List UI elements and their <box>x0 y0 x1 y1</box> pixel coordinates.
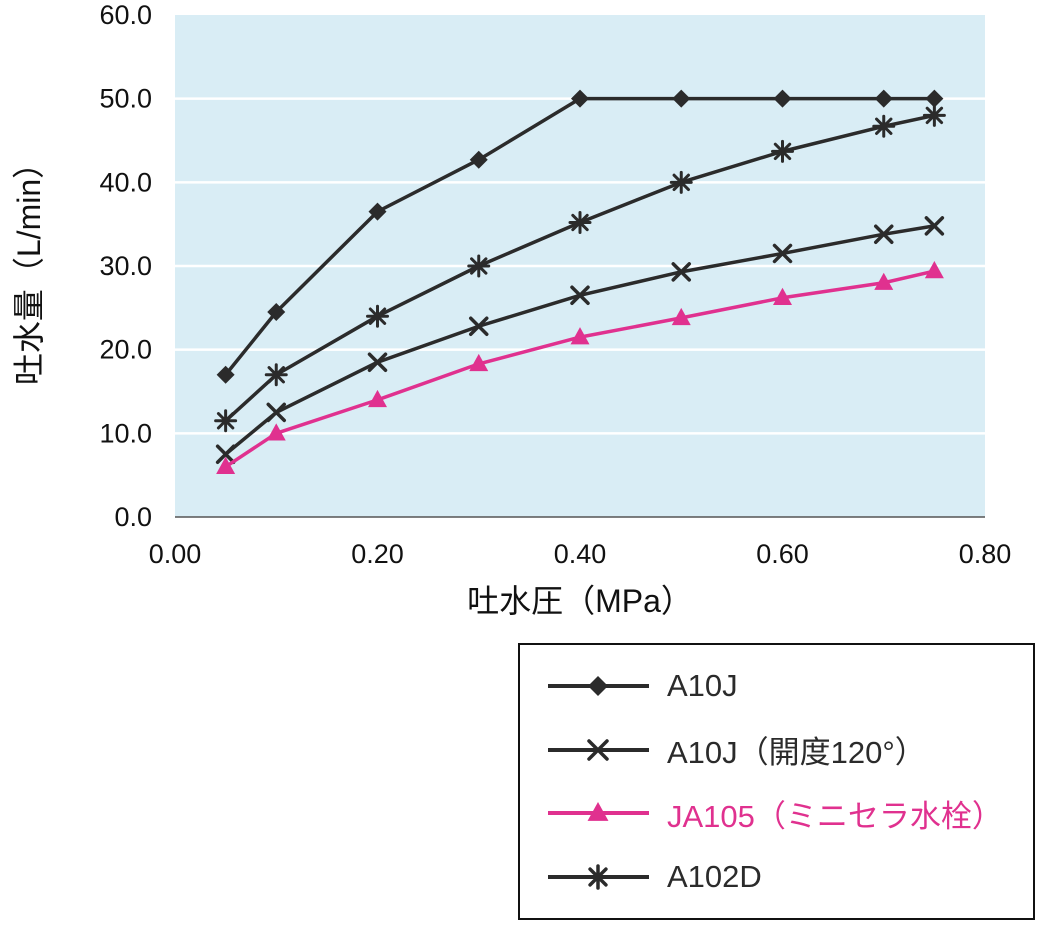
flow-chart-svg: 0.0 10.0 20.0 30.0 40.0 50.0 60.0 0.00 0.20 0.40 0… <box>11 0 1012 619</box>
chart-legend: A10J A10J（開度120°） JA105（ミニセラ水栓） A102D <box>518 643 1035 920</box>
diamond-marker-icon <box>588 676 608 697</box>
x-marker-icon <box>671 262 691 282</box>
x-series-swatch-icon <box>548 738 649 761</box>
legend-label-ja105: JA105（ミニセラ水栓） <box>667 798 1003 834</box>
asterisk-marker-icon <box>922 103 946 127</box>
diamond-marker-icon <box>267 303 286 322</box>
legend-label-a102d: A102D <box>667 858 762 894</box>
y-tick-label: 40.0 <box>99 167 152 197</box>
asterisk-marker-icon <box>366 304 389 328</box>
triangle-marker-icon <box>924 261 944 279</box>
triangle-marker-icon <box>216 456 236 474</box>
legend-item-a10j-120: A10J（開度120°） <box>546 727 1033 772</box>
x-marker-icon <box>215 444 236 464</box>
asterisk-marker-icon <box>771 139 794 163</box>
y-tick-label: 0.0 <box>114 502 152 532</box>
diamond-marker-icon <box>368 202 387 221</box>
x-tick-label: 0.60 <box>756 539 809 569</box>
triangle-marker-icon <box>469 353 489 372</box>
triangle-marker-icon <box>570 327 590 345</box>
asterisk-marker-icon <box>467 254 491 278</box>
legend-item-a102d: A102D <box>546 855 1033 899</box>
x-marker-icon <box>587 738 609 761</box>
legend-item-a10j: A10J <box>546 664 1033 708</box>
diamond-marker-icon <box>571 89 589 108</box>
asterisk-marker-icon <box>585 863 611 890</box>
triangle-marker-icon <box>368 389 387 408</box>
x-marker-icon <box>874 224 894 244</box>
legend-label-a10j-120: A10J（開度120°） <box>667 735 926 771</box>
diamond-marker-icon <box>216 365 235 384</box>
x-marker-icon <box>266 402 286 423</box>
asterisk-marker-icon <box>872 114 896 138</box>
x-tick-label: 0.40 <box>554 539 607 569</box>
triangle-marker-icon <box>266 423 286 441</box>
x-marker-icon <box>772 243 793 264</box>
y-tick-label: 20.0 <box>99 335 152 365</box>
asterisk-series-swatch-icon <box>548 863 649 890</box>
y-tick-label: 30.0 <box>99 251 152 281</box>
triangle-marker-icon <box>671 307 691 326</box>
x-marker-icon <box>570 285 590 306</box>
diamond-series-swatch-icon <box>548 676 649 697</box>
x-tick-label: 0.20 <box>351 539 404 569</box>
triangle-series-swatch-icon <box>548 802 649 822</box>
asterisk-marker-icon <box>214 409 238 433</box>
legend-item-ja105: JA105（ミニセラ水栓） <box>546 791 1033 836</box>
triangle-marker-icon <box>587 802 609 822</box>
x-marker-icon <box>469 316 489 336</box>
asterisk-marker-icon <box>264 363 288 387</box>
diamond-marker-icon <box>469 150 488 169</box>
legend-label-a10j: A10J <box>667 668 738 704</box>
x-marker-icon <box>924 216 945 236</box>
diamond-marker-icon <box>773 89 792 108</box>
y-axis-title: 吐水量（L/min） <box>11 147 47 385</box>
triangle-marker-icon <box>773 287 792 305</box>
y-tick-label: 60.0 <box>99 0 152 30</box>
x-axis-title: 吐水圧（MPa） <box>467 583 693 619</box>
asterisk-marker-icon <box>568 210 592 234</box>
diamond-marker-icon <box>925 89 944 108</box>
diamond-marker-icon <box>672 89 691 108</box>
asterisk-marker-icon <box>669 170 693 194</box>
diamond-marker-icon <box>874 89 893 108</box>
x-tick-label: 0.00 <box>149 539 202 569</box>
x-marker-icon <box>367 352 388 372</box>
x-tick-label: 0.80 <box>959 539 1012 569</box>
triangle-marker-icon <box>874 272 894 290</box>
y-tick-label: 50.0 <box>99 84 152 114</box>
y-tick-label: 10.0 <box>99 418 152 448</box>
